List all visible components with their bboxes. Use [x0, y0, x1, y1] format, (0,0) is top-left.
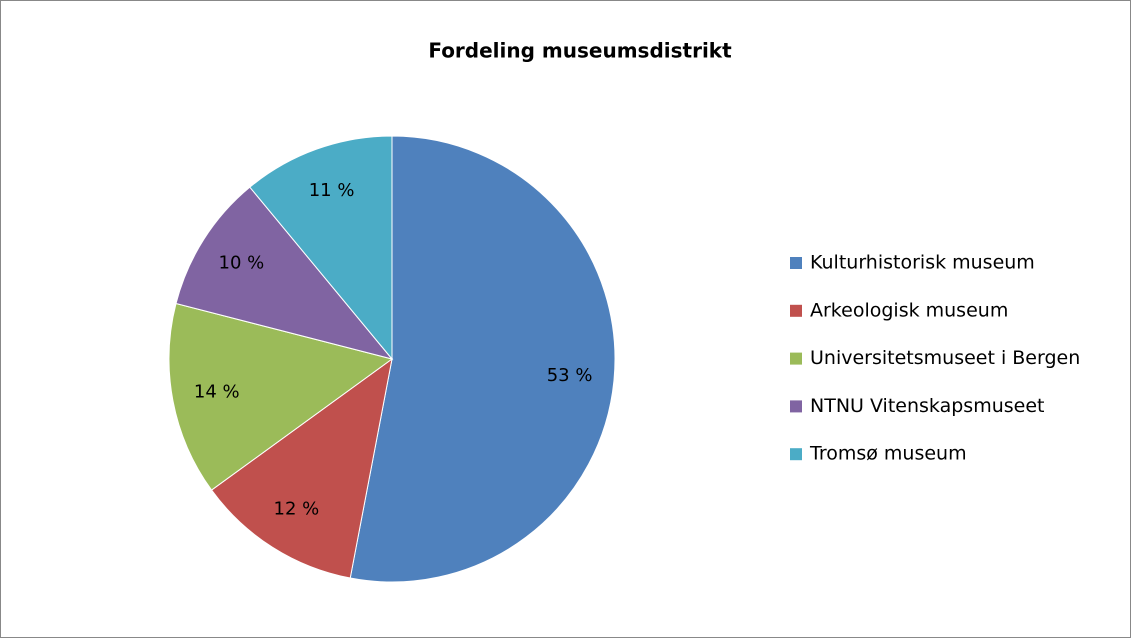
pie-slice [175, 186, 394, 360]
data-label: 11 % [309, 180, 355, 201]
legend-swatch [790, 400, 802, 413]
data-label: 12 % [274, 499, 320, 520]
legend-swatch [790, 304, 802, 317]
legend-label: Arkeologisk museum [810, 299, 1008, 321]
legend-swatch [790, 257, 802, 269]
legend-label: NTNU Vitenskapsmuseet [810, 395, 1044, 417]
legend-label: Kulturhistorisk museum [810, 252, 1035, 274]
pie-slice [249, 135, 393, 361]
data-label: 10 % [219, 252, 265, 273]
data-label: 53 % [547, 365, 593, 386]
pie-slice [210, 357, 393, 579]
pie-slice [168, 302, 394, 491]
pie-slice [349, 135, 616, 583]
legend-swatch [790, 448, 802, 461]
chart-title: Fordeling museumsdistrikt [428, 39, 732, 63]
legend-label: Tromsø museum [809, 443, 967, 465]
data-label: 14 % [194, 381, 240, 402]
legend-swatch [790, 352, 802, 365]
legend-label: Universitetsmuseet i Bergen [810, 347, 1080, 369]
